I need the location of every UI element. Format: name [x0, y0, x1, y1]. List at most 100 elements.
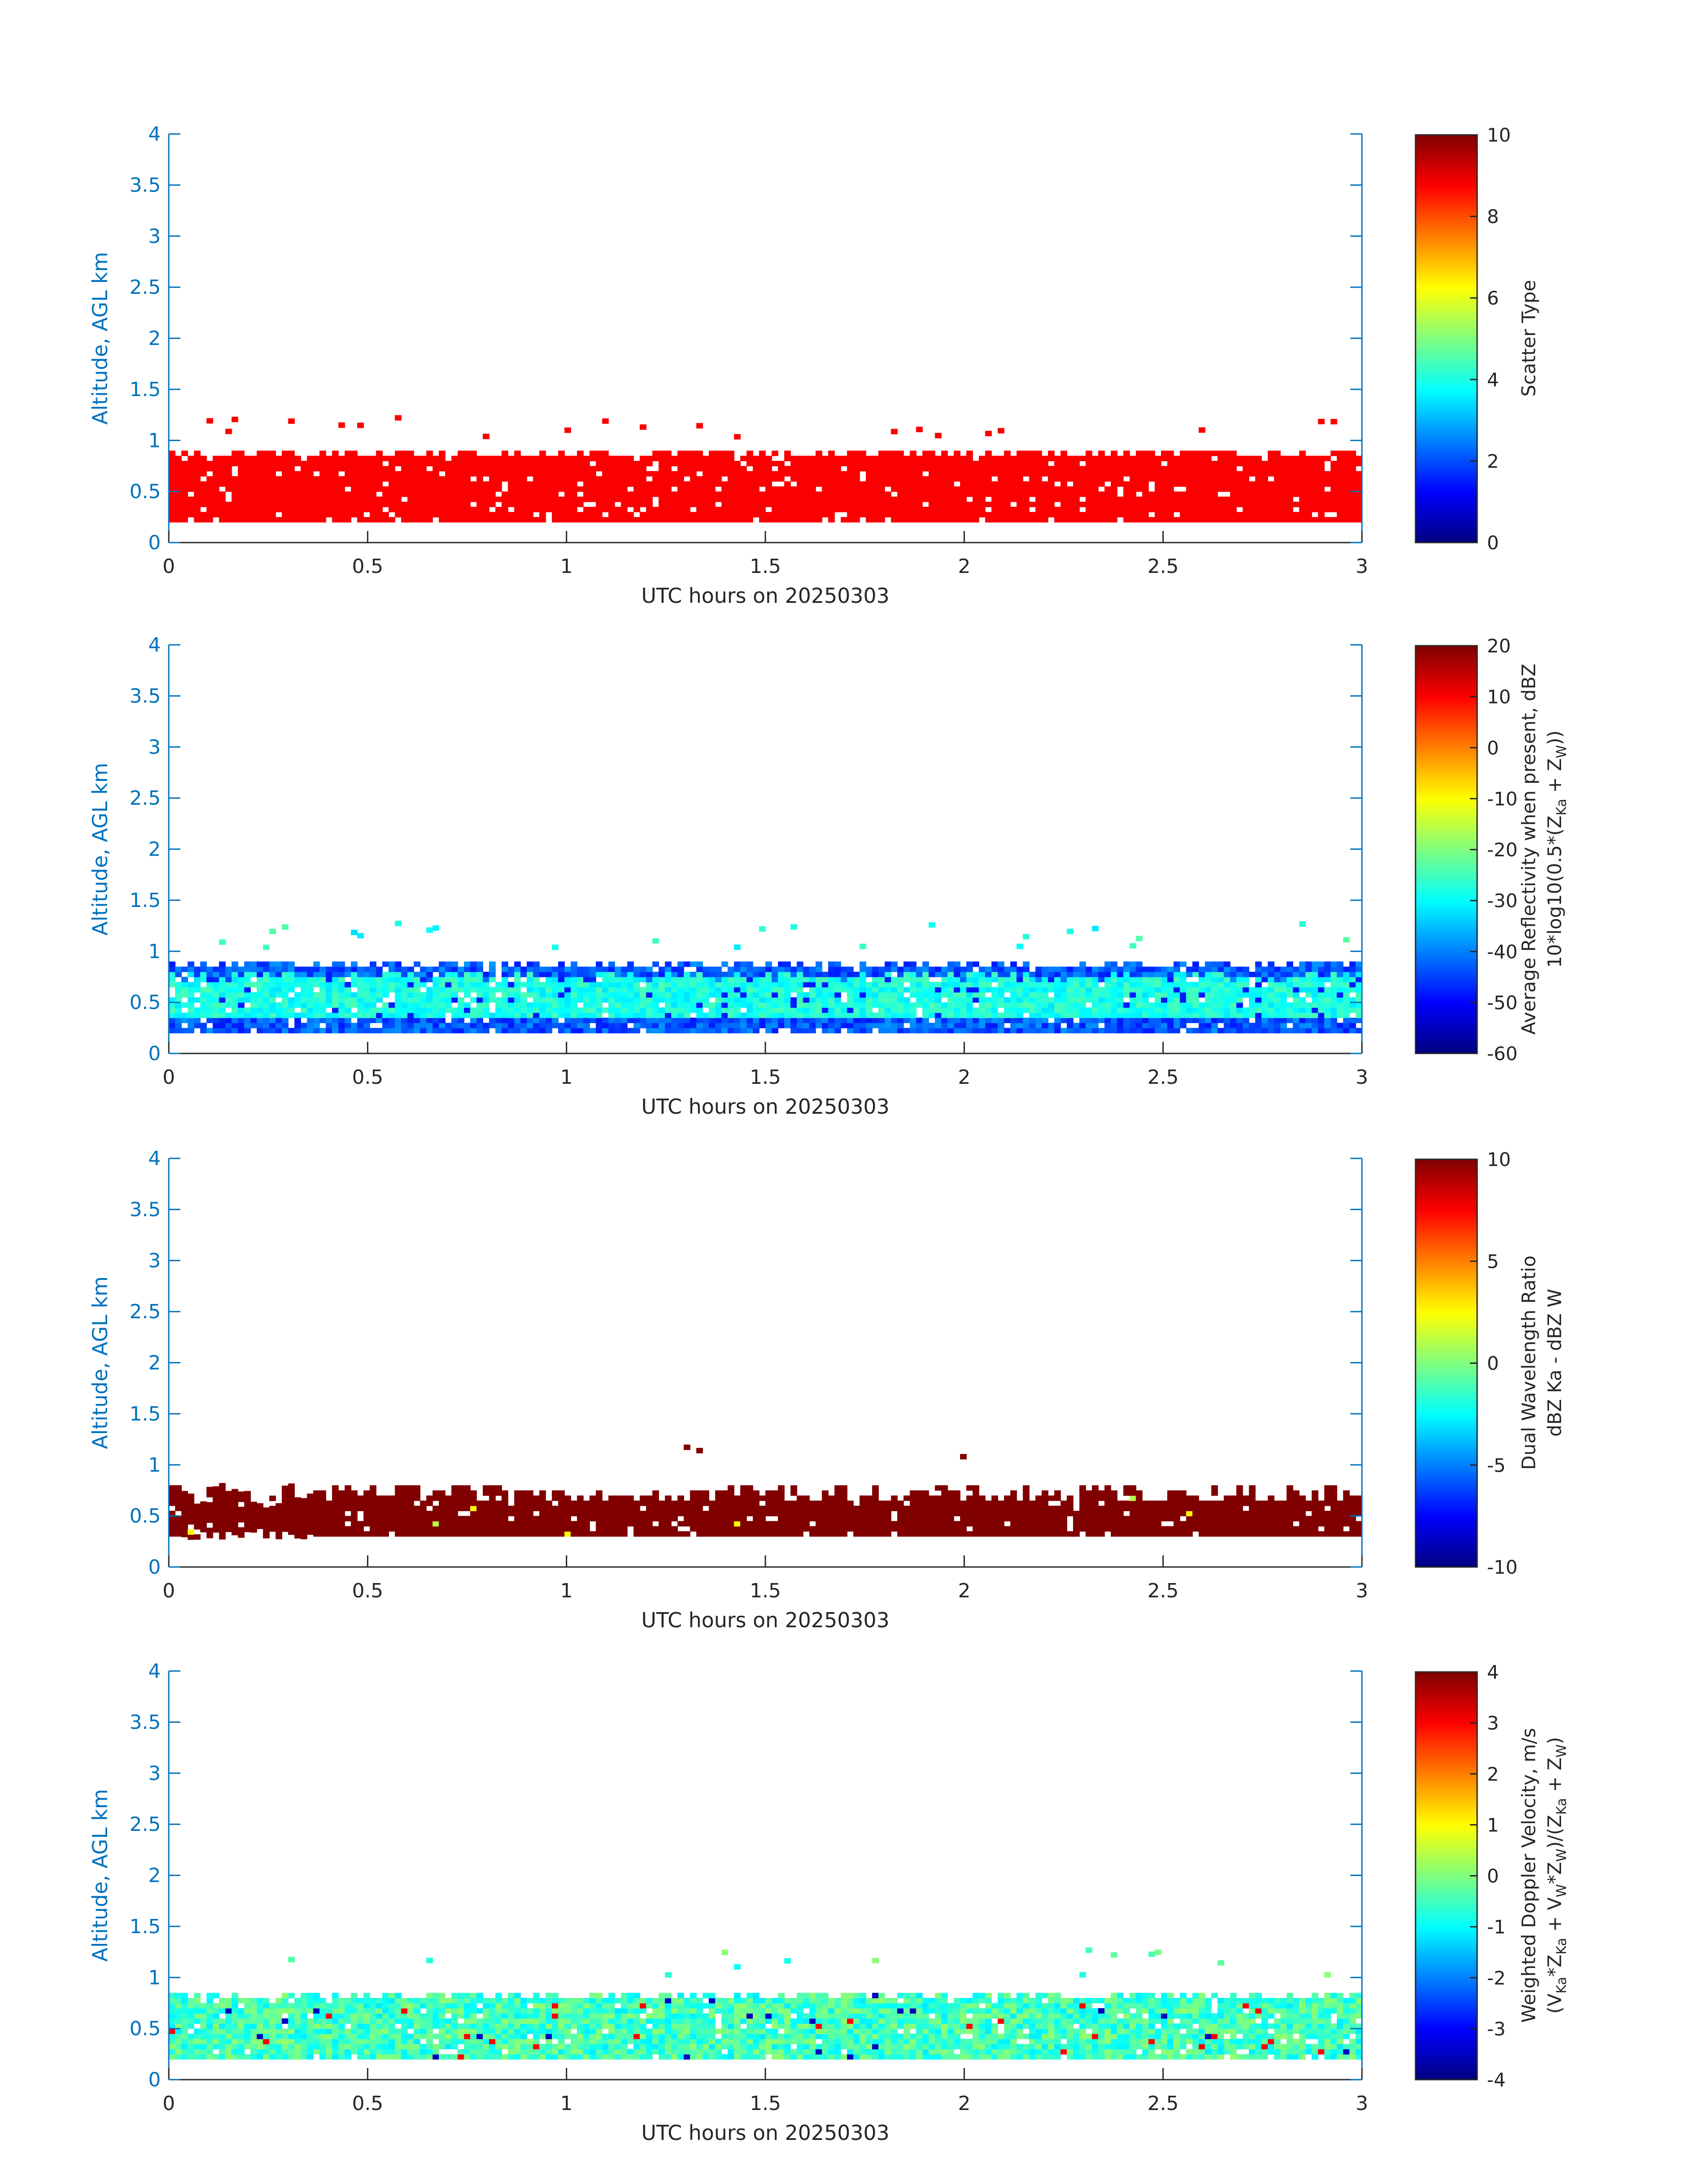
heatmap-cell [847, 506, 854, 513]
heatmap-cell [966, 1007, 973, 1013]
colorbar-swatch [1416, 233, 1477, 238]
heatmap-cell [520, 461, 527, 467]
heatmap-cell [652, 1017, 659, 1024]
heatmap-cell [407, 1007, 414, 1013]
heatmap-cell [1117, 461, 1124, 467]
heatmap-cell [621, 461, 628, 467]
heatmap-cell [276, 1002, 282, 1008]
heatmap-cell [665, 486, 672, 492]
heatmap-cell [922, 1017, 929, 1024]
heatmap-cell [231, 481, 238, 487]
heatmap-cell [1129, 1007, 1136, 1013]
heatmap-cell [301, 987, 308, 993]
heatmap-cell [746, 491, 753, 497]
heatmap-cell [200, 1012, 207, 1018]
heatmap-cell [878, 972, 885, 978]
heatmap-cell [803, 982, 810, 988]
heatmap-cell [571, 972, 577, 978]
heatmap-cell [671, 1023, 678, 1028]
heatmap-cell [891, 497, 898, 502]
heatmap-cell [445, 476, 452, 482]
heatmap-cell [809, 466, 816, 472]
heatmap-cell [727, 992, 735, 998]
heatmap-cell [533, 455, 540, 461]
heatmap-cell [1098, 966, 1105, 972]
heatmap-cell [551, 491, 559, 497]
heatmap-cell [382, 977, 389, 982]
heatmap-cell [476, 1007, 483, 1013]
colorbar-swatch [1416, 342, 1477, 346]
heatmap-cell [370, 497, 376, 502]
heatmap-cell [1035, 512, 1042, 518]
heatmap-cell [752, 486, 760, 492]
heatmap-cell [903, 1012, 910, 1018]
heatmap-cell [520, 1017, 527, 1024]
heatmap-cell [194, 501, 201, 507]
heatmap-cell [740, 491, 747, 497]
heatmap-cell [426, 1028, 433, 1033]
heatmap-cell [1293, 512, 1300, 518]
heatmap-cell [947, 501, 954, 507]
heatmap-cell [627, 455, 634, 461]
heatmap-cell [1048, 491, 1055, 497]
heatmap-cell [910, 512, 917, 518]
heatmap-cell [307, 977, 314, 982]
heatmap-cell [910, 1012, 917, 1018]
heatmap-cell [514, 512, 521, 518]
heatmap-cell [1148, 491, 1155, 497]
heatmap-cell [702, 517, 710, 522]
heatmap-cell [1224, 966, 1231, 972]
heatmap-cell [276, 455, 282, 461]
heatmap-cell [953, 997, 960, 1003]
heatmap-cell [483, 972, 490, 978]
heatmap-cell [332, 987, 339, 993]
heatmap-cell [1249, 517, 1256, 522]
heatmap-cell [1104, 1017, 1111, 1024]
heatmap-cell [853, 466, 860, 472]
y-tick-label: 1 [148, 429, 161, 452]
heatmap-cell [1061, 977, 1067, 982]
heatmap-cell [1061, 461, 1067, 467]
heatmap-cell [797, 982, 804, 988]
heatmap-cell [276, 506, 282, 513]
heatmap-cell [1048, 977, 1055, 982]
heatmap-cell [979, 977, 986, 982]
heatmap-cell [1336, 451, 1344, 456]
heatmap-cell [238, 987, 245, 993]
heatmap-cell [1142, 966, 1149, 972]
heatmap-cell [772, 987, 778, 993]
heatmap-cell [1173, 992, 1180, 998]
heatmap-cell [878, 466, 885, 472]
heatmap-cell [953, 471, 960, 477]
heatmap-cell [1029, 466, 1036, 472]
heatmap-cell [370, 1028, 376, 1033]
heatmap-cell [1311, 961, 1319, 967]
heatmap-cell [928, 497, 935, 502]
heatmap-cell [608, 471, 615, 477]
heatmap-cell [282, 992, 288, 998]
heatmap-cell [690, 476, 697, 482]
heatmap-cell [426, 471, 433, 477]
heatmap-cell [269, 476, 276, 482]
heatmap-cell [941, 992, 948, 998]
heatmap-cell [514, 497, 521, 502]
heatmap-cell [1079, 1017, 1086, 1024]
heatmap-cell [508, 461, 515, 467]
heatmap-cell [790, 997, 798, 1003]
heatmap-cell [338, 982, 345, 988]
heatmap-cell [533, 506, 540, 513]
heatmap-cell [834, 972, 841, 978]
heatmap-cell [973, 1023, 979, 1028]
heatmap-cell [608, 992, 615, 998]
heatmap-cell [1167, 1012, 1174, 1018]
heatmap-cell [1004, 481, 1011, 487]
heatmap-cell [395, 966, 402, 972]
heatmap-cell [432, 992, 439, 998]
heatmap-cell [1148, 1002, 1155, 1008]
heatmap-cell [608, 497, 615, 502]
heatmap-cell [1280, 1028, 1287, 1033]
heatmap-cell [1073, 1002, 1080, 1008]
heatmap-cell [973, 997, 979, 1003]
heatmap-cell [979, 486, 986, 492]
heatmap-cell [1330, 1023, 1337, 1028]
